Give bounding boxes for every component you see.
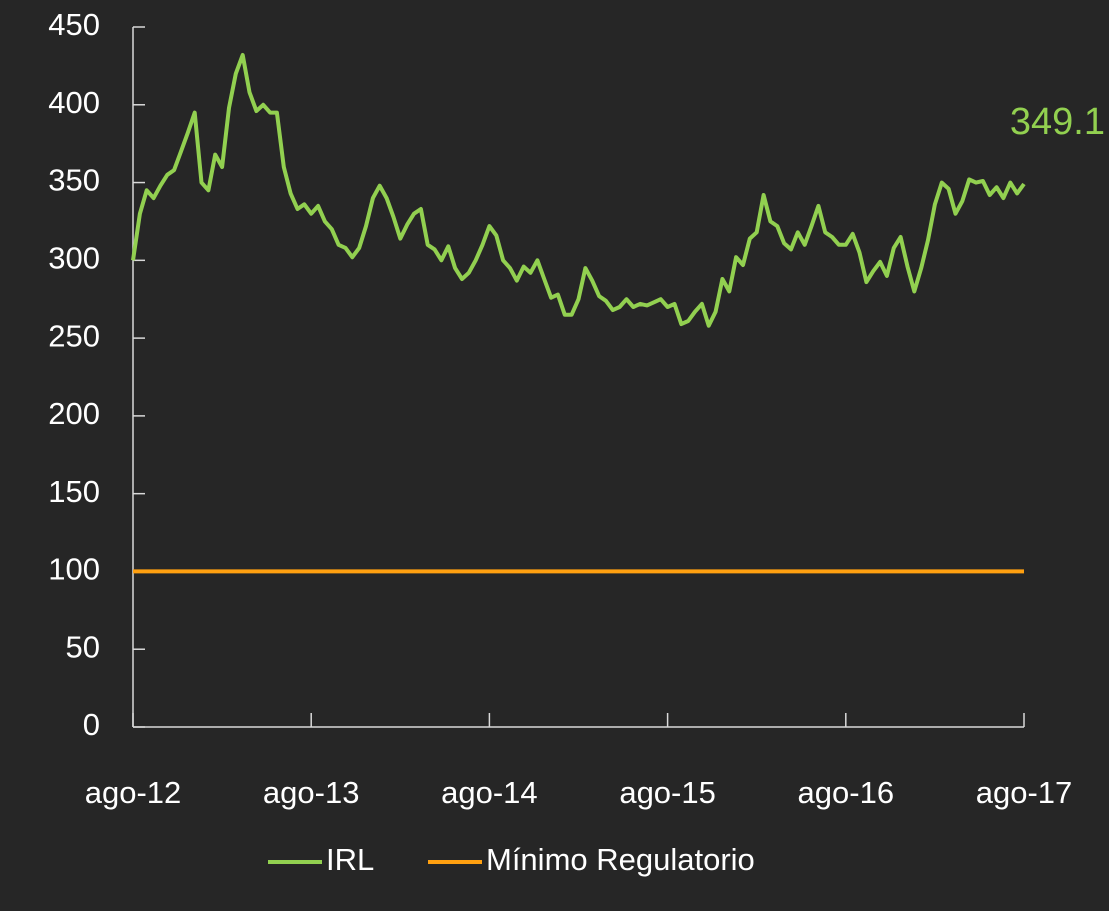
last-value-label: 349.1 bbox=[1010, 101, 1105, 143]
x-tick-label: ago-17 bbox=[976, 775, 1073, 810]
y-tick-label: 50 bbox=[66, 629, 100, 664]
x-tick-label: ago-16 bbox=[798, 775, 895, 810]
y-tick-label: 450 bbox=[48, 7, 100, 42]
x-tick-label: ago-13 bbox=[263, 775, 360, 810]
y-tick-label: 200 bbox=[48, 396, 100, 431]
x-tick-label: ago-14 bbox=[441, 775, 538, 810]
y-tick-label: 100 bbox=[48, 552, 100, 587]
y-tick-label: 150 bbox=[48, 474, 100, 509]
y-tick-label: 0 bbox=[83, 707, 100, 742]
legend-label: IRL bbox=[326, 842, 374, 877]
series-line bbox=[131, 53, 1026, 328]
x-tick-label: ago-15 bbox=[619, 775, 716, 810]
legend-label: Mínimo Regulatorio bbox=[486, 842, 755, 877]
y-tick-label: 400 bbox=[48, 85, 100, 120]
y-tick-label: 300 bbox=[48, 241, 100, 276]
y-tick-label: 250 bbox=[48, 318, 100, 353]
x-tick-label: ago-12 bbox=[85, 775, 182, 810]
y-tick-label: 350 bbox=[48, 163, 100, 198]
